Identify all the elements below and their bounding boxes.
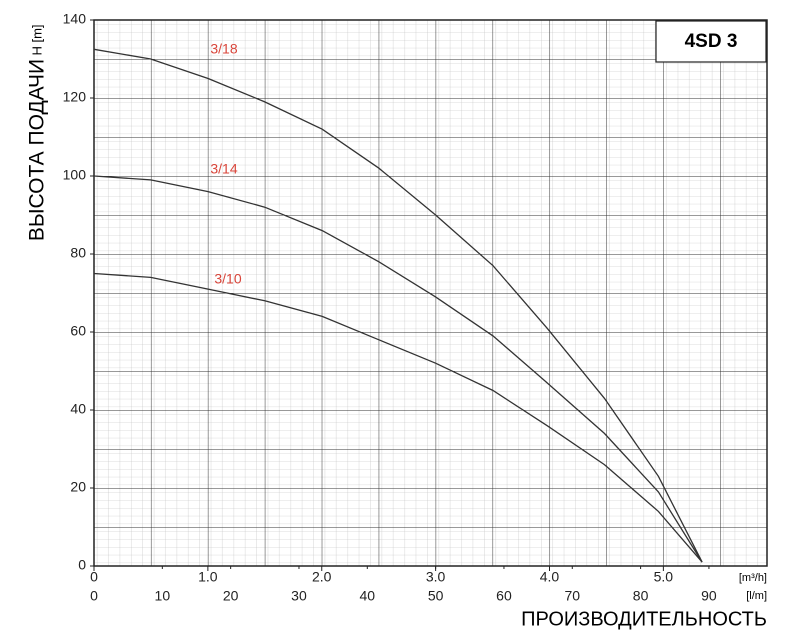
x-axis-unit: [l/m] [746, 590, 767, 602]
x2-tick-label: 1.0 [198, 569, 218, 585]
x2-tick-label: 3.0 [426, 569, 446, 585]
y-tick-label: 140 [63, 11, 87, 27]
y-tick-label: 40 [70, 401, 86, 417]
series-label: 3/18 [210, 41, 237, 57]
x2-tick-label: 2.0 [312, 569, 332, 585]
x-tick-label: 10 [155, 588, 171, 604]
title-box [655, 20, 767, 63]
curve [93, 272, 703, 563]
y-tick-label: 120 [63, 89, 87, 105]
curve [93, 48, 703, 563]
x-tick-label: 60 [496, 588, 512, 604]
x2-tick-label: 5.0 [654, 569, 674, 585]
x-tick-label: 40 [360, 588, 376, 604]
y-tick-label: 80 [70, 245, 86, 261]
y-tick-label: 20 [70, 479, 86, 495]
y-tick-label: 60 [70, 323, 86, 339]
x-tick-label: 80 [633, 588, 649, 604]
series-label: 3/14 [210, 161, 237, 177]
x-tick-label: 50 [428, 588, 444, 604]
x-tick-label: 90 [701, 588, 717, 604]
series-label: 3/10 [214, 271, 241, 287]
x-tick-label: 0 [90, 588, 98, 604]
x-tick-label: 70 [564, 588, 580, 604]
x-tick-label: 30 [291, 588, 307, 604]
y-axis-label: ВЫСОТА ПОДАЧИ [26, 59, 49, 241]
y-tick-label: 100 [63, 167, 87, 183]
x-axis-label: ПРОИЗВОДИТЕЛЬНОСТЬ [521, 608, 767, 630]
x-tick-label: 20 [223, 588, 239, 604]
y-axis-unit: H [m] [29, 24, 44, 55]
x2-tick-label: 4.0 [540, 569, 560, 585]
x2-axis-unit: [m³/h] [739, 572, 767, 584]
chart-title: 4SD 3 [685, 31, 738, 52]
x2-tick-label: 0 [90, 569, 98, 585]
curve [93, 175, 703, 563]
y-tick-label: 0 [78, 557, 86, 573]
